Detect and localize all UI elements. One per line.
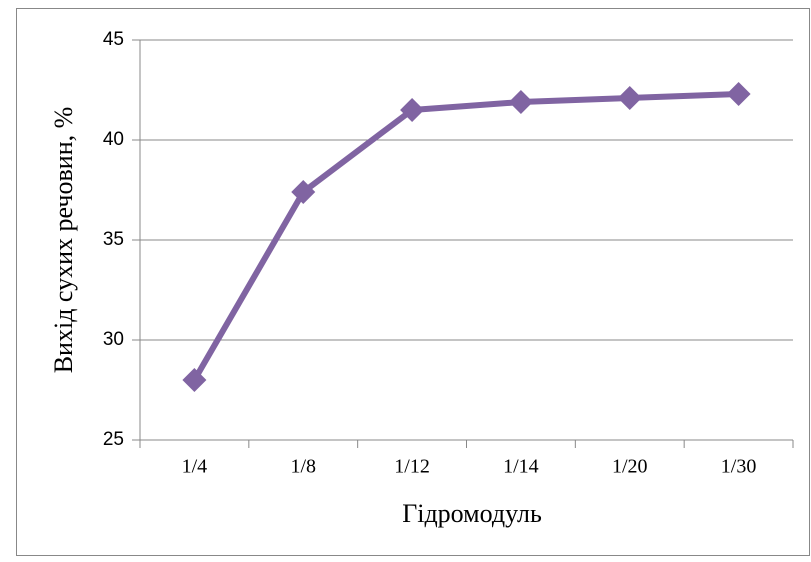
x-tick-label: 1/14 bbox=[503, 456, 539, 478]
y-tick-label: 35 bbox=[103, 229, 124, 250]
marker bbox=[291, 180, 316, 204]
line bbox=[191, 91, 739, 382]
x-tick-label: 1/4 bbox=[182, 456, 208, 478]
x-tick-label: 1/20 bbox=[612, 456, 648, 478]
x-tick-label: 1/8 bbox=[290, 456, 316, 478]
marker bbox=[617, 86, 642, 110]
y-axis-title: Вихід сухих речовин, % bbox=[49, 107, 78, 374]
x-tick-label: 1/30 bbox=[721, 456, 757, 478]
marker bbox=[400, 98, 425, 122]
y-tick-label: 30 bbox=[103, 329, 124, 350]
marker bbox=[182, 368, 207, 392]
y-tick-label: 25 bbox=[103, 429, 124, 450]
marker bbox=[508, 90, 533, 114]
x-tick-label: 1/12 bbox=[394, 456, 430, 478]
y-tick-label: 45 bbox=[103, 29, 124, 50]
x-axis-title: Гідромодуль bbox=[402, 499, 542, 528]
y-tick-label: 40 bbox=[103, 129, 124, 150]
marker bbox=[726, 82, 751, 106]
